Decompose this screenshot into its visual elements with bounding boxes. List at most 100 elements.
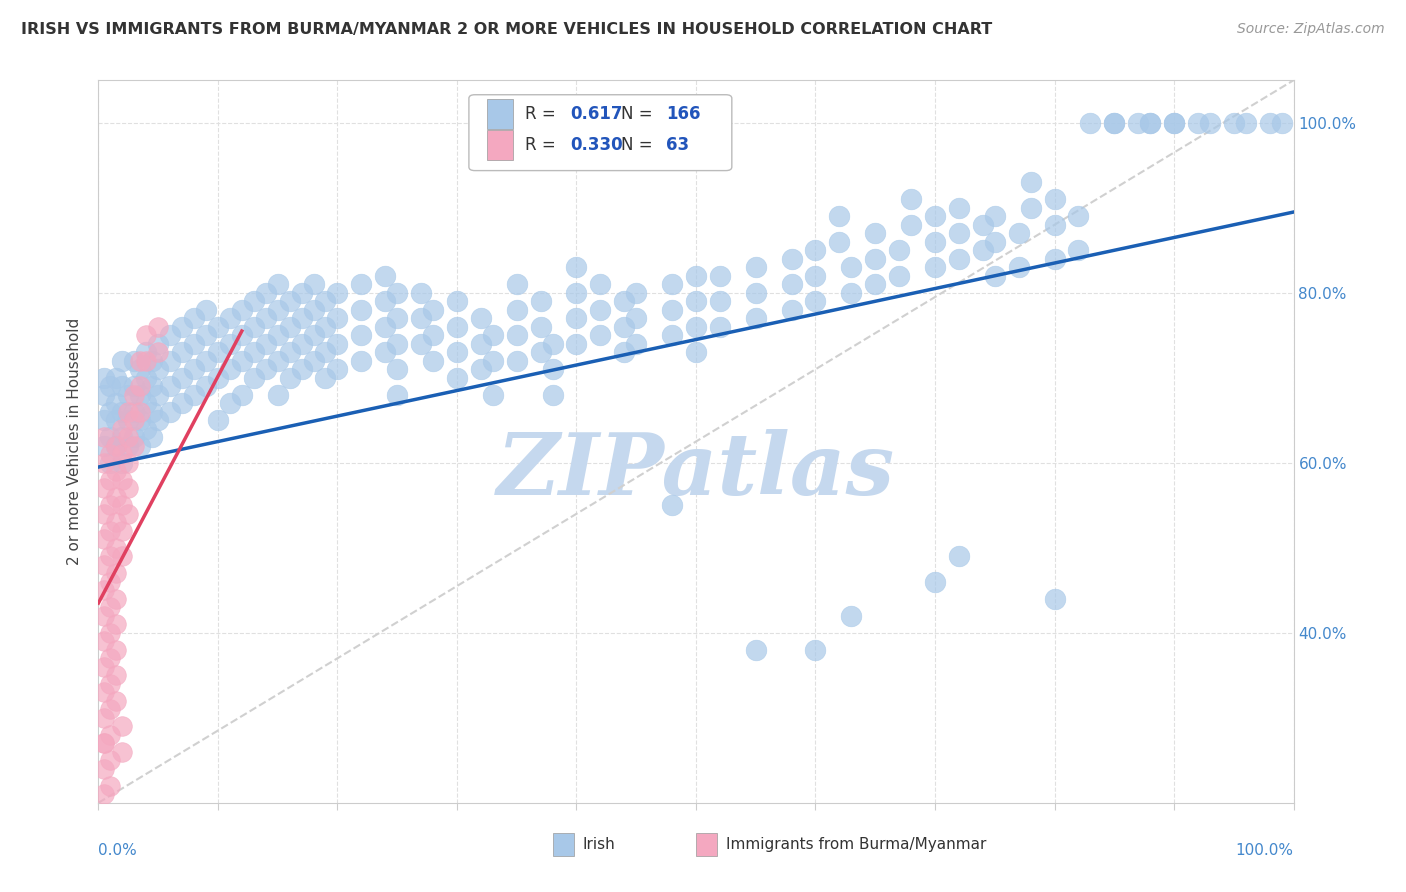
Point <box>804 294 827 309</box>
Point <box>326 362 349 376</box>
Text: Source: ZipAtlas.com: Source: ZipAtlas.com <box>1237 22 1385 37</box>
Text: 0.0%: 0.0% <box>98 843 138 857</box>
Point <box>924 574 946 589</box>
Point <box>135 345 157 359</box>
Point <box>93 787 115 801</box>
Point <box>385 285 409 300</box>
Point <box>374 294 396 309</box>
Point <box>148 336 170 351</box>
Point <box>93 456 115 470</box>
Point <box>1067 244 1090 258</box>
Point <box>98 651 122 665</box>
Point <box>117 430 139 444</box>
Point <box>780 252 803 266</box>
Point <box>984 235 1007 249</box>
Point <box>98 779 122 793</box>
Point <box>93 430 115 444</box>
Point <box>446 294 468 309</box>
Point <box>900 192 922 206</box>
Point <box>291 285 314 300</box>
Point <box>1019 201 1042 215</box>
Point <box>98 456 122 470</box>
Point <box>219 336 242 351</box>
FancyBboxPatch shape <box>486 130 513 161</box>
Point <box>661 302 683 317</box>
Point <box>1271 116 1294 130</box>
Point <box>93 634 115 648</box>
Point <box>129 405 152 419</box>
Point <box>661 498 683 512</box>
Point <box>709 268 731 283</box>
Point <box>481 353 505 368</box>
Point <box>315 371 337 385</box>
Point <box>530 294 553 309</box>
Point <box>1019 175 1042 189</box>
FancyBboxPatch shape <box>470 95 733 170</box>
Text: N =: N = <box>620 136 658 154</box>
Text: IRISH VS IMMIGRANTS FROM BURMA/MYANMAR 2 OR MORE VEHICLES IN HOUSEHOLD CORRELATI: IRISH VS IMMIGRANTS FROM BURMA/MYANMAR 2… <box>21 22 993 37</box>
Point <box>207 345 229 359</box>
Point <box>93 736 115 750</box>
Point <box>105 490 128 504</box>
Point <box>1187 116 1209 130</box>
Point <box>626 336 648 351</box>
Point <box>105 668 128 682</box>
Point <box>267 302 290 317</box>
Point <box>159 328 181 343</box>
Point <box>207 371 229 385</box>
Point <box>745 260 768 275</box>
Point <box>506 277 529 292</box>
Point <box>105 396 128 410</box>
Point <box>93 481 115 495</box>
Point <box>745 642 768 657</box>
Point <box>141 353 163 368</box>
Point <box>98 702 122 716</box>
Point <box>111 447 134 461</box>
Point <box>124 430 146 444</box>
Point <box>98 447 122 461</box>
Point <box>626 311 648 326</box>
Point <box>385 311 409 326</box>
Point <box>117 413 139 427</box>
Point <box>93 660 115 674</box>
Point <box>1128 116 1150 130</box>
Point <box>841 285 863 300</box>
Point <box>148 362 170 376</box>
Point <box>626 285 648 300</box>
Point <box>1199 116 1222 130</box>
Point <box>828 209 851 223</box>
Text: ZIPatlas: ZIPatlas <box>496 429 896 512</box>
Point <box>124 405 146 419</box>
Text: 0.330: 0.330 <box>571 136 623 154</box>
Point <box>804 244 827 258</box>
Point <box>93 439 115 453</box>
Y-axis label: 2 or more Vehicles in Household: 2 or more Vehicles in Household <box>67 318 83 566</box>
Point <box>481 328 505 343</box>
Point <box>948 252 970 266</box>
Point <box>446 371 468 385</box>
Point <box>98 677 122 691</box>
Point <box>117 456 139 470</box>
Point <box>124 413 146 427</box>
Point <box>93 413 115 427</box>
Point <box>124 439 146 453</box>
Point <box>315 294 337 309</box>
Point <box>98 405 122 419</box>
FancyBboxPatch shape <box>696 833 717 856</box>
Point <box>948 549 970 564</box>
Point <box>98 753 122 767</box>
Point <box>1043 252 1066 266</box>
Point <box>243 371 266 385</box>
Text: 0.617: 0.617 <box>571 105 623 123</box>
Point <box>1234 116 1257 130</box>
Text: 63: 63 <box>666 136 689 154</box>
Point <box>841 260 863 275</box>
Point <box>385 388 409 402</box>
Point <box>1139 116 1161 130</box>
Point <box>124 388 146 402</box>
Text: Irish: Irish <box>582 838 616 852</box>
Point <box>129 388 152 402</box>
Point <box>98 728 122 742</box>
Point <box>374 268 396 283</box>
Point <box>685 294 707 309</box>
